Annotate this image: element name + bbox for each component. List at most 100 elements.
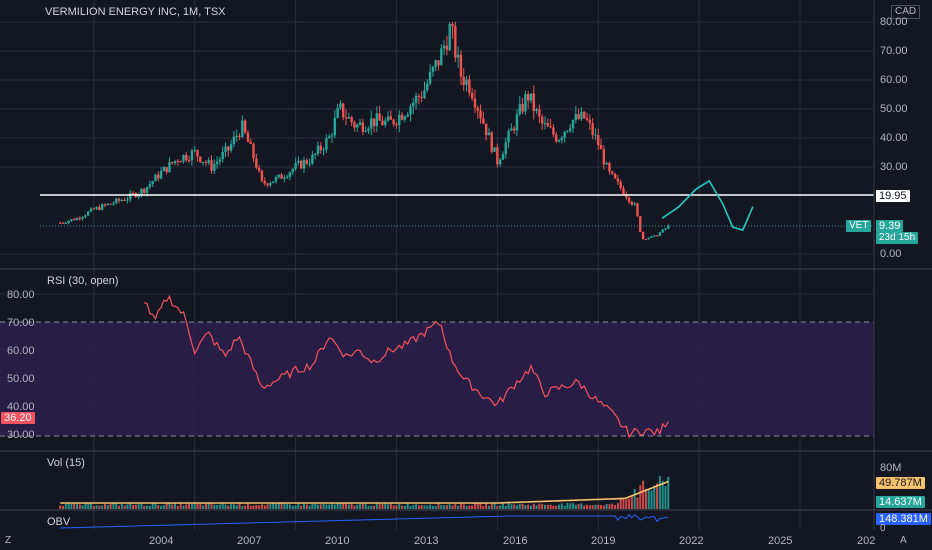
candle-body: [484, 123, 488, 136]
candle-body: [313, 153, 317, 155]
rsi-tick: 50.00: [7, 373, 35, 385]
time-tick: 2004: [149, 535, 174, 547]
volume-bar: [507, 503, 510, 509]
volume-bar: [311, 503, 314, 509]
forecast-curve-drawing[interactable]: [661, 179, 754, 232]
volume-bar: [558, 504, 561, 509]
volume-bar: [476, 503, 479, 509]
candle-body: [529, 93, 533, 101]
volume-bar: [644, 488, 647, 509]
volume-value-label: 14.637M: [876, 496, 925, 508]
candle-body: [557, 140, 561, 142]
volume-bar: [297, 503, 300, 509]
volume-bar: [664, 486, 667, 509]
candle-body: [358, 122, 362, 125]
volume-bar: [160, 505, 163, 509]
candle-body: [75, 218, 79, 221]
candle-body: [487, 132, 491, 136]
candle-body: [470, 92, 474, 99]
obv-pane-label: OBV: [47, 516, 71, 528]
candle-body: [613, 173, 617, 179]
candle-body: [232, 136, 236, 145]
candle-body: [187, 160, 191, 162]
candle-body: [372, 118, 376, 127]
candle-body: [577, 114, 580, 120]
candle-body: [490, 132, 493, 152]
time-tick: 2007: [237, 535, 262, 547]
volume-bar: [314, 504, 317, 509]
candle-body: [462, 76, 465, 86]
candle-body: [263, 181, 266, 184]
candle-body: [106, 203, 110, 206]
candle-body: [238, 135, 241, 137]
volume-bar: [426, 505, 429, 509]
candle-body: [299, 160, 303, 169]
volume-bar: [367, 505, 370, 509]
obv-value-label: 148.381M: [876, 513, 931, 525]
volume-bar: [157, 505, 160, 509]
last-price-label: 9.39: [876, 220, 904, 232]
volume-bar: [269, 503, 272, 509]
volume-bar: [104, 503, 107, 509]
volume-bar: [555, 505, 558, 509]
volume-bar: [137, 504, 140, 509]
volume-bar: [98, 505, 101, 509]
zoom-icon[interactable]: Z: [5, 535, 12, 546]
candle-body: [420, 96, 423, 99]
volume-bar: [199, 503, 202, 509]
volume-bar: [182, 505, 185, 509]
volume-bar: [339, 503, 342, 509]
volume-bar: [224, 504, 227, 509]
volume-bar: [597, 504, 600, 509]
rsi-overbought-oversold-band: [0, 322, 874, 436]
candle-body: [571, 120, 575, 129]
candle-body: [140, 188, 143, 195]
candle-body: [101, 204, 104, 210]
candle-body: [257, 167, 261, 171]
volume-bar: [485, 503, 488, 509]
candle-body: [148, 184, 152, 187]
candle-body: [151, 181, 154, 185]
candle-body: [215, 161, 219, 165]
currency-badge[interactable]: CAD: [891, 5, 921, 19]
candle-body: [176, 160, 180, 162]
volume-bar: [73, 503, 76, 509]
auto-scale-icon[interactable]: A: [900, 535, 907, 546]
candle-body: [549, 126, 552, 128]
candle-body: [535, 109, 538, 112]
volume-bar: [415, 504, 418, 509]
volume-bar: [462, 504, 465, 509]
volume-bar: [566, 503, 569, 509]
candle-body: [381, 120, 384, 126]
volume-bar: [515, 505, 518, 509]
candle-body: [131, 193, 135, 195]
time-tick: 2022: [679, 535, 704, 547]
volume-bar: [661, 480, 664, 509]
volume-bar: [532, 503, 535, 509]
volume-bar: [179, 503, 182, 509]
volume-bar: [591, 505, 594, 509]
volume-bar: [395, 505, 398, 509]
candle-body: [168, 162, 171, 173]
volume-bar: [204, 503, 207, 509]
volume-bar: [255, 505, 258, 509]
volume-bar: [207, 503, 210, 509]
candle-body: [98, 207, 101, 210]
volume-bar: [451, 505, 454, 509]
volume-bar: [504, 505, 507, 509]
candle-body: [644, 239, 648, 241]
volume-bar: [381, 504, 384, 509]
price-candles: [58, 22, 670, 241]
candle-body: [196, 149, 199, 157]
candle-body: [437, 60, 440, 66]
volume-bar: [238, 503, 241, 509]
volume-bar: [434, 505, 437, 509]
candle-body: [641, 231, 645, 240]
volume-bar: [317, 504, 319, 509]
volume-bar: [538, 503, 541, 509]
candle-body: [84, 215, 87, 218]
volume-bar: [356, 504, 359, 509]
volume-bar: [572, 503, 575, 509]
candle-body: [361, 122, 365, 132]
